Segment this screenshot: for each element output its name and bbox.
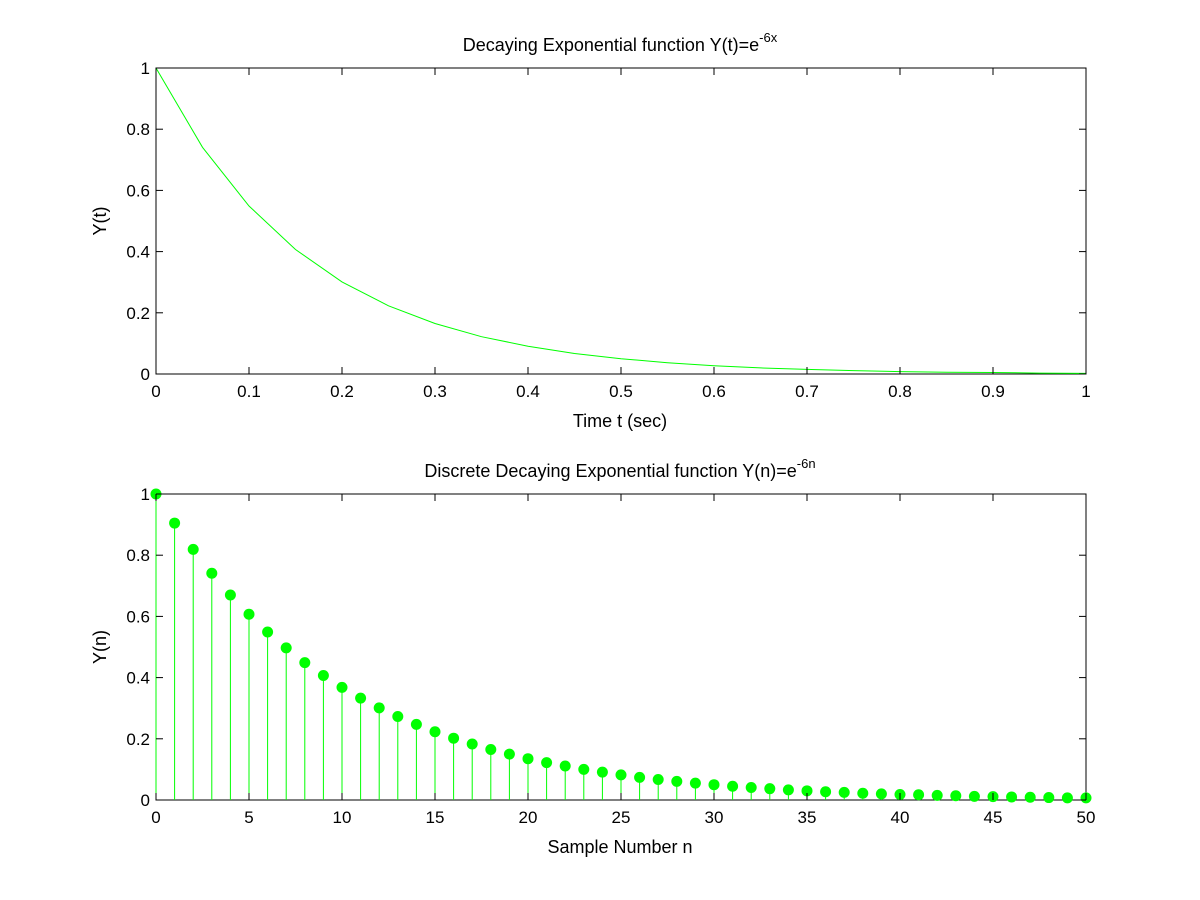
- discrete-plot-stem-marker: [615, 769, 627, 781]
- discrete-plot-x-tick-label: 15: [426, 808, 445, 827]
- discrete-plot-stem-marker: [968, 790, 980, 802]
- discrete-plot-stem-marker: [1024, 791, 1036, 803]
- discrete-plot-stem-marker: [745, 781, 757, 793]
- discrete-plot-stem-marker: [820, 786, 832, 798]
- discrete-plot-x-label: Sample Number n: [547, 837, 692, 857]
- discrete-plot-x-tick-label: 50: [1077, 808, 1096, 827]
- discrete-plot-ticks: 0 5 10 15 20 25 30 35 40 45 50 0 0.2 0.4 0.6 0.8 1: [126, 485, 1095, 827]
- discrete-plot-stem-marker: [466, 738, 478, 750]
- discrete-plot: Discrete Decaying Exponential function Y…: [90, 456, 1095, 857]
- discrete-plot-stem-marker: [652, 773, 664, 785]
- discrete-plot-stem-marker: [317, 669, 329, 681]
- continuous-plot-series-line: [155, 67, 1087, 374]
- continuous-plot-y-label: Y(t): [90, 207, 110, 236]
- continuous-plot-x-tick-label: 0.8: [888, 382, 912, 401]
- continuous-plot-x-tick-label: 0.1: [237, 382, 261, 401]
- continuous-plot-marks: [155, 67, 1087, 374]
- continuous-plot-y-tick-label: 0.4: [126, 243, 150, 262]
- discrete-plot-x-tick-label: 25: [612, 808, 631, 827]
- discrete-plot-stem-marker: [578, 763, 590, 775]
- discrete-plot-title: Discrete Decaying Exponential function Y…: [424, 456, 815, 481]
- continuous-plot-x-tick-label: 1: [1081, 382, 1090, 401]
- discrete-plot-x-tick-label: 30: [705, 808, 724, 827]
- discrete-plot-stem-marker: [1006, 791, 1018, 803]
- discrete-plot-stem-marker: [559, 760, 571, 772]
- discrete-plot-y-label: Y(n): [90, 630, 110, 664]
- discrete-plot-x-tick-label: 45: [984, 808, 1003, 827]
- discrete-plot-stem-marker: [801, 785, 813, 797]
- discrete-plot-stem-marker: [671, 775, 683, 787]
- discrete-plot-x-tick-label: 20: [519, 808, 538, 827]
- discrete-plot-stem-marker: [1061, 792, 1073, 804]
- discrete-plot-y-tick-label: 0: [141, 791, 150, 810]
- discrete-plot-stem-marker: [243, 608, 255, 620]
- discrete-plot-stem-marker: [782, 784, 794, 796]
- discrete-plot-stem-marker: [522, 753, 534, 765]
- discrete-plot-y-tick-label: 1: [141, 485, 150, 504]
- discrete-plot-x-tick-label: 0: [151, 808, 160, 827]
- discrete-plot-stem-marker: [392, 710, 404, 722]
- continuous-plot: Decaying Exponential function Y(t)=e-6x …: [90, 30, 1091, 431]
- discrete-plot-axes-box: [155, 493, 1087, 801]
- discrete-plot-stem-marker: [299, 657, 311, 669]
- continuous-plot-y-tick-label: 0: [141, 365, 150, 384]
- discrete-plot-stem-marker: [875, 788, 887, 800]
- discrete-plot-stem-marker: [596, 766, 608, 778]
- discrete-plot-stem-marker: [280, 642, 292, 654]
- continuous-plot-ticks: 0 0.1 0.2 0.3 0.4 0.5 0.6 0.7 0.8 0.9 1 0 0.2 0.4 0.6 0…: [126, 59, 1090, 401]
- continuous-plot-y-tick-label: 1: [141, 59, 150, 78]
- discrete-plot-stem-marker: [634, 771, 646, 783]
- continuous-plot-x-tick-label: 0.6: [702, 382, 726, 401]
- continuous-plot-x-label: Time t (sec): [573, 411, 667, 431]
- continuous-plot-title: Decaying Exponential function Y(t)=e-6x: [463, 30, 778, 55]
- discrete-plot-stem-marker: [448, 732, 460, 744]
- discrete-plot-stem-marker: [838, 786, 850, 798]
- continuous-plot-y-tick-label: 0.8: [126, 120, 150, 139]
- continuous-plot-x-tick-label: 0: [151, 382, 160, 401]
- discrete-plot-stem-marker: [410, 718, 422, 730]
- discrete-plot-stem-marker: [373, 702, 385, 714]
- discrete-plot-stem-marker: [950, 790, 962, 802]
- discrete-plot-stem-marker: [727, 780, 739, 792]
- discrete-plot-stem-marker: [169, 517, 181, 529]
- continuous-plot-axes-box: [155, 67, 1087, 375]
- discrete-plot-y-tick-label: 0.6: [126, 607, 150, 626]
- continuous-plot-y-tick-label: 0.6: [126, 181, 150, 200]
- discrete-plot-x-tick-label: 35: [798, 808, 817, 827]
- continuous-plot-x-tick-label: 0.2: [330, 382, 354, 401]
- discrete-plot-stem-marker: [541, 757, 553, 769]
- discrete-plot-y-tick-label: 0.2: [126, 730, 150, 749]
- discrete-plot-stem-marker: [336, 681, 348, 693]
- discrete-plot-stem-marker: [689, 777, 701, 789]
- discrete-plot-marks: [150, 488, 1092, 804]
- discrete-plot-stem-marker: [187, 543, 199, 555]
- continuous-plot-x-tick-label: 0.3: [423, 382, 447, 401]
- discrete-plot-stem-marker: [913, 789, 925, 801]
- discrete-plot-x-tick-label: 40: [891, 808, 910, 827]
- discrete-plot-x-tick-label: 10: [333, 808, 352, 827]
- continuous-plot-x-tick-label: 0.5: [609, 382, 633, 401]
- discrete-plot-stem-marker: [764, 783, 776, 795]
- discrete-plot-stem-marker: [503, 748, 515, 760]
- discrete-plot-stem-marker: [355, 692, 367, 704]
- discrete-plot-stem-marker: [429, 726, 441, 738]
- continuous-plot-x-tick-label: 0.7: [795, 382, 819, 401]
- discrete-plot-stem-marker: [931, 789, 943, 801]
- discrete-plot-stem-marker: [857, 787, 869, 799]
- discrete-plot-stem-marker: [262, 626, 274, 638]
- discrete-plot-y-tick-label: 0.8: [126, 546, 150, 565]
- discrete-plot-x-tick-label: 5: [244, 808, 253, 827]
- continuous-plot-x-tick-label: 0.4: [516, 382, 540, 401]
- discrete-plot-stem-marker: [708, 779, 720, 791]
- continuous-plot-x-tick-label: 0.9: [981, 382, 1005, 401]
- discrete-plot-stem-marker: [206, 567, 218, 579]
- discrete-plot-y-tick-label: 0.4: [126, 669, 150, 688]
- continuous-plot-y-tick-label: 0.2: [126, 304, 150, 323]
- discrete-plot-stem-marker: [224, 589, 236, 601]
- discrete-plot-stem-marker: [485, 744, 497, 756]
- discrete-plot-stem-marker: [1043, 792, 1055, 804]
